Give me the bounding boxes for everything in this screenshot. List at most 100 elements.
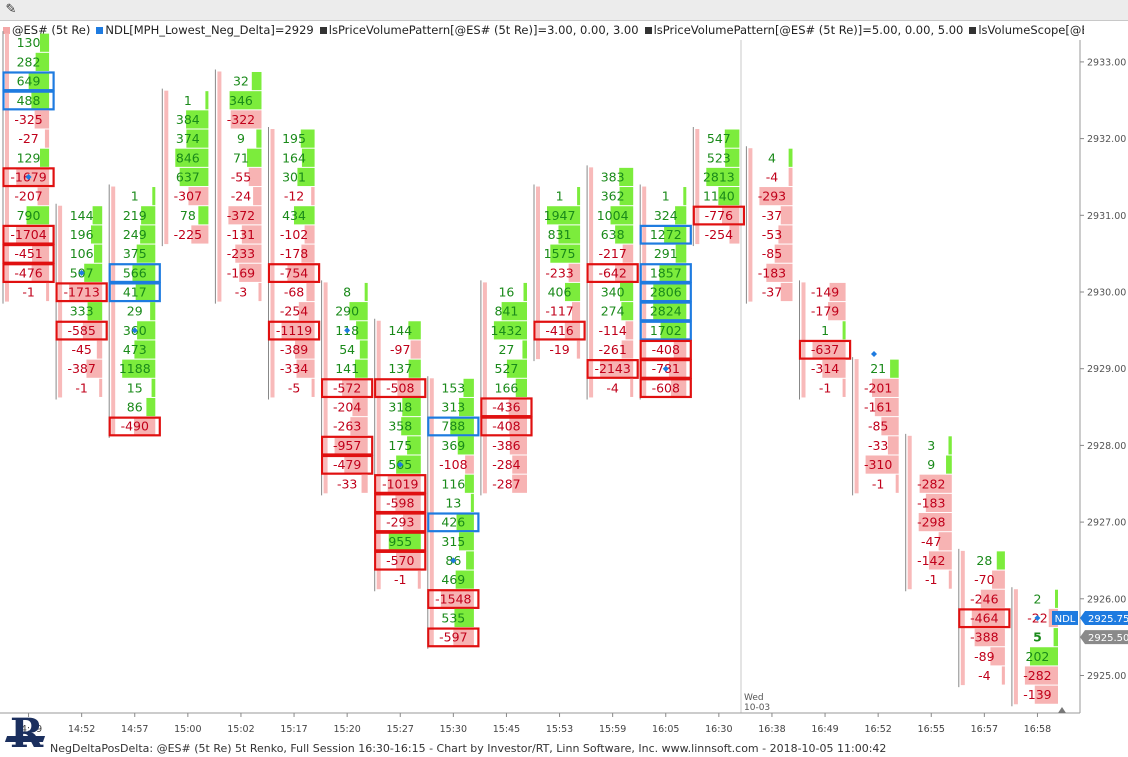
- volume-bar-pos: [619, 187, 634, 206]
- volume-bar-neg: [403, 513, 421, 532]
- delta-value: -1: [75, 380, 87, 395]
- legend-item[interactable]: NDL[MPH_Lowest_Neg_Delta]=2929: [93, 21, 314, 39]
- price-badge-value: 2925.50: [1088, 633, 1128, 644]
- volume-bar-pos: [653, 282, 687, 302]
- volume-bar-pos: [349, 302, 368, 321]
- delta-value: -310: [864, 457, 892, 472]
- delta-value: -183: [917, 495, 945, 510]
- volume-bar-pos: [660, 321, 687, 340]
- pos-delta-box: [2, 90, 55, 111]
- volume-bar-pos: [724, 129, 740, 148]
- delta-value: -293: [386, 515, 414, 530]
- delta-value: 527: [495, 361, 519, 376]
- volume-bar-pos: [459, 397, 474, 417]
- delta-value: -386: [492, 438, 520, 453]
- delta-value: 301: [282, 169, 306, 184]
- delta-value: -27: [18, 131, 38, 146]
- delta-value: -451: [14, 246, 42, 261]
- delta-value: 29: [127, 304, 143, 319]
- delta-value: -4: [978, 668, 991, 683]
- pencil-icon[interactable]: ✎: [5, 2, 17, 17]
- volume-bar-pos: [523, 282, 527, 302]
- volume-bar-pos: [842, 321, 846, 340]
- legend-item[interactable]: lsPriceVolumePattern[@ES# (5t Re)]=3.00,…: [317, 21, 639, 39]
- neg-delta-box: [639, 359, 692, 379]
- delta-value: -436: [492, 400, 520, 415]
- delta-value: -479: [333, 457, 361, 472]
- delta-value: 469: [441, 572, 465, 587]
- volume-bar-pos: [293, 206, 315, 225]
- delta-value: -284: [492, 457, 520, 472]
- delta-value: -282: [1023, 668, 1051, 683]
- ndl-marker: [344, 327, 351, 334]
- x-tick-label: 16:52: [864, 724, 891, 735]
- renko-brick: [854, 359, 859, 494]
- legend-item[interactable]: lsVolumeScope[@ES# (5t Re)]=2931.25, 292…: [966, 21, 1084, 39]
- volume-bar-neg: [625, 321, 634, 340]
- delta-value: -53: [762, 227, 782, 242]
- delta-value: 164: [282, 150, 306, 165]
- delta-value: 473: [123, 342, 147, 357]
- delta-value: 290: [335, 304, 359, 319]
- volume-bar-pos: [506, 359, 527, 378]
- delta-value: -179: [811, 304, 839, 319]
- neg-delta-box: [427, 627, 480, 648]
- volume-bar-pos: [408, 359, 421, 378]
- delta-value: -585: [67, 323, 95, 338]
- neg-delta-box: [427, 589, 480, 609]
- volume-bar-pos: [186, 110, 209, 129]
- delta-value: 1857: [650, 265, 682, 280]
- delta-value: -68: [284, 285, 304, 300]
- legend-swatch: [644, 27, 652, 34]
- volume-bar-neg: [440, 589, 474, 608]
- volume-bar-pos: [522, 340, 527, 359]
- volume-bar-neg: [395, 493, 421, 513]
- delta-value: -19: [549, 342, 569, 357]
- volume-bar-neg: [32, 244, 50, 263]
- x-tick-label: 16:58: [1024, 724, 1051, 735]
- delta-value: 333: [70, 304, 94, 319]
- renko-brick: [907, 435, 912, 590]
- pos-delta-box: [639, 224, 692, 245]
- delta-value: -334: [280, 361, 308, 376]
- neg-delta-box: [2, 263, 55, 284]
- x-tick-label: 14:57: [121, 724, 148, 735]
- x-tick-label: 15:17: [280, 724, 307, 735]
- delta-value: 106: [70, 246, 94, 261]
- legend-item[interactable]: lsPriceVolumePattern[@ES# (5t Re)]=5.00,…: [642, 21, 963, 39]
- volume-bar-neg: [938, 532, 952, 551]
- delta-value: 4: [768, 150, 776, 165]
- volume-bar-pos: [1055, 589, 1058, 608]
- volume-bar-pos: [890, 359, 899, 378]
- legend-label: lsPriceVolumePattern[@ES# (5t Re)]=3.00,…: [328, 23, 639, 37]
- delta-value: 831: [548, 227, 572, 242]
- delta-value: -33: [868, 438, 888, 453]
- neg-delta-box: [2, 224, 55, 245]
- delta-value: -598: [386, 495, 414, 510]
- volume-bar-neg: [615, 263, 634, 282]
- delta-value: 1: [821, 323, 829, 338]
- volume-bar-neg: [34, 110, 50, 129]
- delta-value: -201: [864, 380, 892, 395]
- legend-item[interactable]: @ES# (5t Re): [0, 21, 90, 39]
- scroll-right-icon[interactable]: [1058, 707, 1066, 713]
- volume-bar-pos: [87, 302, 103, 321]
- volume-bar-neg: [295, 340, 315, 359]
- delta-value: -416: [545, 323, 573, 338]
- volume-bar-pos: [137, 321, 156, 340]
- volume-bar-neg: [311, 378, 315, 397]
- volume-bar-pos: [134, 340, 156, 359]
- delta-value: 426: [441, 515, 465, 530]
- neg-delta-box: [267, 320, 321, 341]
- delta-value: 2: [1033, 591, 1041, 606]
- volume-bar-pos: [39, 33, 50, 52]
- x-tick-label: 16:57: [971, 724, 998, 735]
- volume-bar-pos: [463, 378, 474, 397]
- neg-delta-box: [374, 493, 427, 514]
- delta-value: -597: [439, 630, 467, 645]
- volume-bar-neg: [670, 378, 687, 397]
- x-tick-label: 14:52: [68, 724, 95, 735]
- volume-bar-neg: [928, 551, 952, 570]
- volume-bar-pos: [788, 148, 793, 167]
